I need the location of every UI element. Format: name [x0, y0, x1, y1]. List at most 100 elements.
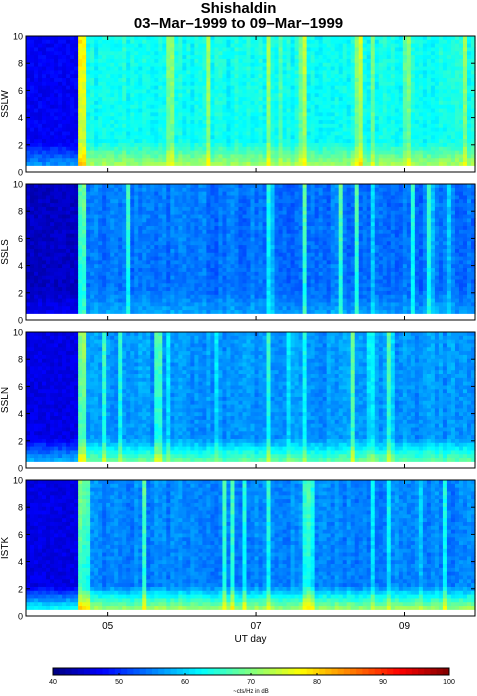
spectrogram-cell	[222, 51, 228, 56]
spectrogram-cell	[210, 108, 216, 113]
spectrogram-cell	[246, 150, 252, 156]
spectrogram-cell	[198, 74, 203, 79]
spectrogram-cell	[350, 74, 356, 79]
spectrogram-cell	[370, 51, 376, 56]
spectrogram-cell	[138, 36, 143, 41]
spectrogram-cell	[138, 47, 143, 52]
spectrogram-cell	[378, 162, 384, 167]
spectrogram-cell	[54, 74, 59, 79]
spectrogram-cell	[454, 139, 460, 144]
spectrogram-cell	[466, 93, 472, 98]
spectrogram-cell	[102, 214, 107, 219]
spectrogram-cell	[426, 100, 432, 106]
spectrogram-cell	[62, 104, 67, 110]
spectrogram-cell	[454, 162, 460, 167]
spectrogram-cell	[158, 58, 163, 64]
spectrogram-cell	[62, 241, 67, 246]
spectrogram-cell	[366, 123, 372, 129]
spectrogram-cell	[458, 100, 464, 106]
spectrogram-cell	[418, 85, 424, 91]
spectrogram-cell	[470, 135, 476, 140]
spectrogram-cell	[218, 139, 224, 144]
spectrogram-cell	[146, 127, 151, 133]
spectrogram-cell	[330, 127, 336, 133]
spectrogram-cell	[446, 158, 452, 163]
spectrogram-cell	[338, 135, 344, 140]
spectrogram-cell	[422, 135, 428, 140]
spectrogram-cell	[282, 89, 288, 94]
spectrogram-cell	[38, 199, 43, 204]
spectrogram-cell	[178, 55, 183, 60]
spectrogram-cell	[150, 233, 155, 239]
spectrogram-cell	[46, 252, 51, 258]
spectrogram-cell	[54, 51, 59, 56]
spectrogram-cell	[198, 43, 203, 49]
spectrogram-cell	[82, 191, 87, 197]
spectrogram-cell	[90, 154, 95, 159]
spectrogram-cell	[194, 55, 199, 60]
spectrogram-cell	[178, 162, 183, 167]
spectrogram-cell	[74, 154, 79, 159]
spectrogram-cell	[286, 112, 292, 117]
spectrogram-cell	[314, 74, 320, 79]
spectrogram-cell	[470, 62, 476, 68]
spectrogram-cell	[334, 116, 340, 121]
spectrogram-cell	[398, 127, 404, 133]
spectrogram-cell	[334, 104, 340, 110]
spectrogram-cell	[350, 39, 356, 45]
spectrogram-cell	[326, 150, 332, 156]
spectrogram-cell	[94, 310, 99, 315]
spectrogram-cell	[110, 226, 115, 231]
spectrogram-cell	[146, 131, 151, 136]
spectrogram-cell	[418, 146, 424, 152]
spectrogram-cell	[338, 85, 344, 91]
spectrogram-cell	[370, 104, 376, 110]
spectrogram-cell	[370, 100, 376, 106]
spectrogram-cell	[86, 218, 91, 223]
spectrogram-cell	[94, 62, 99, 68]
spectrogram-cell	[78, 135, 83, 140]
spectrogram-cell	[142, 256, 147, 261]
spectrogram-cell	[466, 58, 472, 64]
spectrogram-cell	[214, 89, 220, 94]
spectrogram-cell	[338, 108, 344, 113]
spectrogram-cell	[458, 55, 464, 60]
spectrogram-cell	[34, 184, 39, 189]
spectrogram-cell	[26, 306, 31, 311]
spectrogram-cell	[342, 51, 348, 56]
spectrogram-cell	[426, 78, 432, 83]
spectrogram-cell	[62, 290, 67, 296]
spectrogram-cell	[422, 154, 428, 159]
spectrogram-cell	[302, 146, 308, 152]
spectrogram-cell	[238, 36, 244, 41]
spectrogram-cell	[258, 150, 264, 156]
spectrogram-cell	[262, 47, 268, 52]
spectrogram-cell	[278, 58, 284, 64]
spectrogram-cell	[54, 158, 59, 163]
spectrogram-cell	[62, 58, 67, 64]
spectrogram-cell	[298, 112, 304, 117]
spectrogram-cell	[266, 127, 272, 133]
spectrogram-cell	[426, 127, 432, 133]
spectrogram-cell	[126, 256, 131, 261]
spectrogram-cell	[78, 158, 83, 163]
spectrogram-cell	[154, 36, 159, 41]
spectrogram-cell	[442, 120, 448, 125]
spectrogram-cell	[34, 154, 39, 159]
spectrogram-cell	[62, 162, 67, 167]
spectrogram-cell	[238, 104, 244, 110]
spectrogram-cell	[254, 142, 260, 148]
spectrogram-cell	[378, 154, 384, 159]
spectrogram-cell	[202, 47, 207, 52]
spectrogram-cell	[286, 158, 292, 163]
spectrogram-cell	[402, 112, 408, 117]
spectrogram-cell	[326, 89, 332, 94]
spectrogram-cell	[66, 70, 71, 75]
spectrogram-cell	[94, 58, 99, 64]
spectrogram-cell	[110, 214, 115, 219]
spectrogram-cell	[114, 306, 119, 311]
spectrogram-cell	[62, 100, 67, 106]
spectrogram-cell	[386, 70, 392, 75]
spectrogram-cell	[66, 191, 71, 197]
spectrogram-cell	[98, 218, 103, 223]
